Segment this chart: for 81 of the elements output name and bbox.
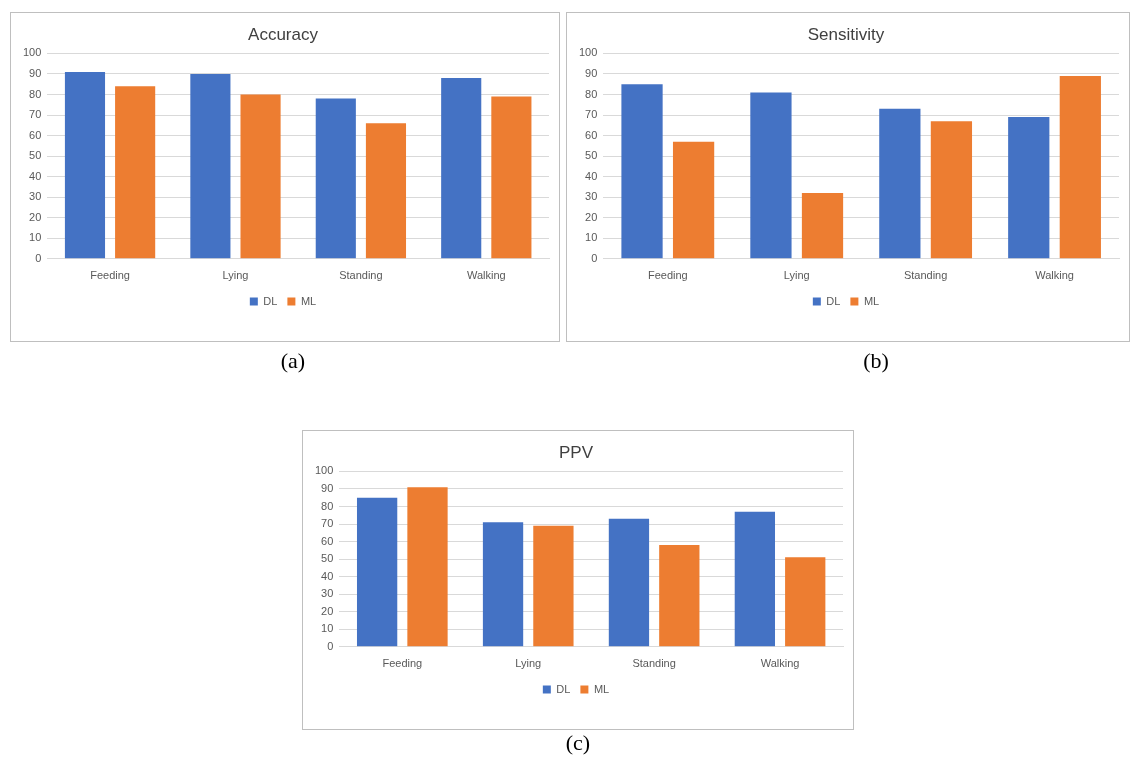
y-tick-label: 90: [321, 481, 334, 494]
bar: [190, 73, 231, 259]
x-tick-label: Walking: [466, 269, 506, 282]
y-tick-label: 60: [585, 128, 598, 141]
chart-title: Sensitivity: [807, 24, 885, 44]
text: (c): [564, 730, 592, 756]
y-tick-label: 40: [585, 169, 598, 182]
y-tick-label: 80: [29, 87, 42, 100]
bar: [930, 121, 973, 259]
x-tick-label: Walking: [760, 657, 800, 670]
x-tick-label: Feeding: [382, 657, 423, 670]
x-tick-label: Lying: [515, 657, 542, 670]
y-tick-label: 0: [327, 639, 334, 652]
y-tick-label: 90: [29, 66, 42, 79]
bar: [1008, 117, 1050, 259]
y-tick-label: 30: [585, 190, 598, 203]
y-tick-label: 80: [321, 499, 334, 512]
bar: [734, 511, 776, 647]
legend-label: ML: [593, 682, 610, 695]
legend-label: DL: [556, 682, 571, 695]
text: (a): [279, 348, 307, 374]
legend-label: DL: [263, 294, 278, 307]
y-tick-label: 100: [578, 46, 598, 59]
y-tick-label: 60: [321, 534, 334, 547]
x-tick-label: Lying: [222, 269, 249, 282]
bar: [115, 86, 156, 259]
x-tick-label: Standing: [903, 269, 948, 282]
bar: [750, 92, 792, 259]
y-tick-label: 70: [29, 108, 42, 121]
bar: [491, 96, 532, 259]
bar: [608, 518, 650, 647]
bar: [801, 193, 844, 259]
y-tick-label: 60: [29, 128, 42, 141]
x-tick-label: Standing: [339, 269, 383, 282]
y-tick-label: 30: [29, 190, 42, 203]
bar: [621, 84, 663, 259]
x-tick-label: Feeding: [647, 269, 688, 282]
y-tick-label: 100: [314, 464, 334, 477]
bar: [672, 141, 715, 259]
bar: [315, 98, 356, 259]
y-tick-label: 10: [585, 231, 598, 244]
x-tick-label: Walking: [1035, 269, 1074, 282]
y-tick-label: 70: [321, 517, 334, 530]
bar: [533, 525, 574, 647]
y-tick-label: 20: [585, 210, 598, 223]
legend-label: ML: [863, 294, 880, 307]
chart-title: PPV: [558, 442, 594, 462]
y-tick-label: 90: [585, 66, 598, 79]
bar: [659, 545, 700, 647]
y-tick-label: 0: [35, 251, 42, 264]
y-tick-label: 80: [585, 87, 598, 100]
bar: [785, 557, 826, 647]
x-tick-label: Lying: [783, 269, 810, 282]
y-tick-label: 100: [22, 46, 42, 59]
legend-label: ML: [300, 294, 317, 307]
bar: [365, 123, 407, 259]
x-tick-label: Feeding: [90, 269, 130, 282]
bar: [240, 94, 281, 259]
y-tick-label: 40: [29, 169, 42, 182]
bar: [64, 71, 106, 259]
y-tick-label: 50: [321, 552, 334, 565]
text: (b): [862, 348, 890, 374]
bar: [356, 497, 398, 647]
bar: [482, 522, 524, 647]
chart-title: Accuracy: [248, 24, 319, 44]
y-tick-label: 20: [29, 210, 42, 223]
bar: [407, 487, 448, 647]
x-tick-label: Standing: [632, 657, 676, 670]
y-tick-label: 10: [29, 231, 42, 244]
bar: [441, 78, 482, 259]
bar: [1059, 75, 1101, 259]
y-tick-label: 20: [321, 604, 334, 617]
y-tick-label: 70: [585, 108, 598, 121]
bar: [879, 108, 921, 259]
legend-label: DL: [826, 294, 841, 307]
y-tick-label: 0: [591, 251, 598, 264]
y-tick-label: 50: [585, 149, 598, 162]
y-tick-label: 10: [321, 622, 334, 635]
y-tick-label: 50: [29, 149, 42, 162]
y-tick-label: 40: [321, 569, 334, 582]
y-tick-label: 30: [321, 587, 334, 600]
